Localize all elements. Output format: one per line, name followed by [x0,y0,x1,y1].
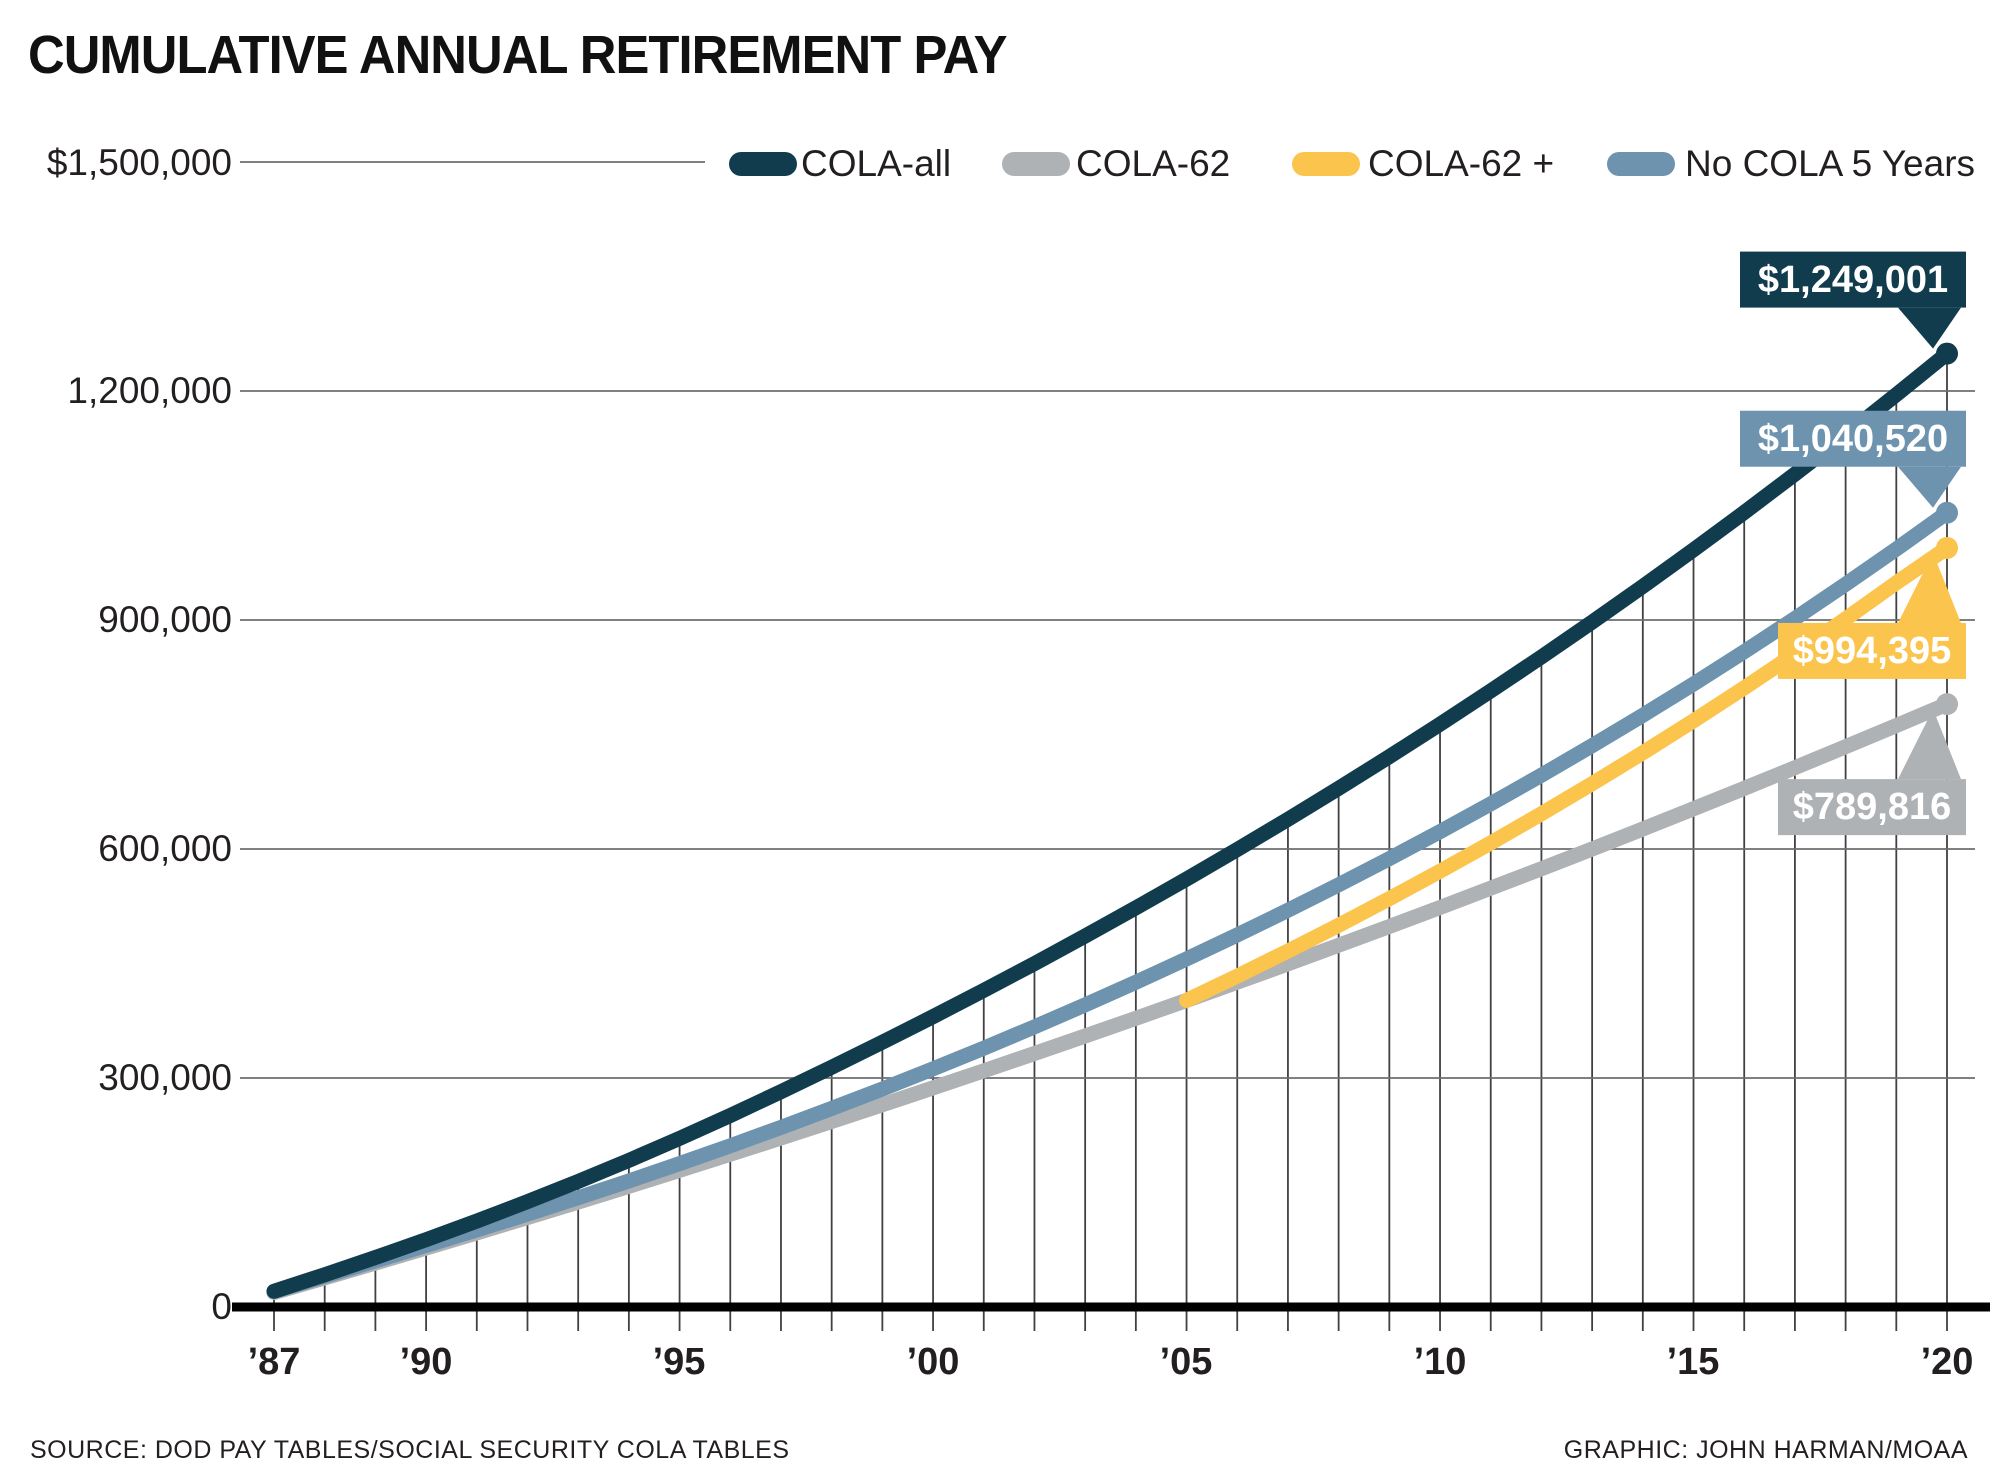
graphic-credit: GRAPHIC: JOHN HARMAN/MOAA [1563,1436,1968,1464]
legend-label-cola-all: COLA-all [801,143,952,184]
x-axis-label-15: ’15 [1666,1341,1720,1383]
source-credit: SOURCE: DOD PAY TABLES/SOCIAL SECURITY C… [30,1436,790,1464]
legend-label-cola-62-plus: COLA-62 + [1368,143,1555,184]
x-axis-label-87: ’87 [247,1341,301,1383]
x-axis-label-20: ’20 [1920,1341,1974,1383]
series-line-cola-all [266,346,1955,1299]
legend-swatch-no-cola-5 [1607,152,1675,176]
callout-pointer [1898,466,1961,508]
y-axis-label-1200000: 1,200,000 [67,370,232,411]
legend-swatch-cola-all [729,152,797,176]
y-axis-label-900000: 900,000 [98,599,232,640]
callout-value-cola-62-plus: $994,395 [1792,629,1952,672]
end-dot [1936,693,1959,716]
callout-box [1778,622,1966,679]
y-axis-label-1500000: $1,500,000 [46,142,232,183]
callout-value-cola-62: $789,816 [1792,786,1952,829]
y-axis-label-0: 0 [211,1286,232,1327]
x-axis-label-10: ’10 [1413,1341,1467,1383]
callout-value-no-cola-5: $1,040,520 [1757,417,1949,460]
series-line-cola-62- [1179,540,1955,1008]
page-title: CUMULATIVE ANNUAL RETIREMENT PAY [28,25,1008,85]
y-axis-label-300000: 300,000 [98,1057,232,1098]
legend-label-no-cola-5: No COLA 5 Years [1685,143,1976,184]
x-axis-label-95: ’95 [652,1341,706,1383]
callout-pointer [1898,552,1961,623]
legend-swatch-cola-62-plus [1292,152,1360,176]
x-axis-label-05: ’05 [1159,1341,1213,1383]
callout-box [1740,410,1966,467]
y-axis-label-600000: 600,000 [98,828,232,869]
legend-swatch-cola-62 [1002,152,1070,176]
end-dot [1936,501,1959,524]
callout-pointer [1898,709,1961,780]
callout-pointer [1898,307,1961,349]
series-line-no-cola-5-years [266,505,1955,1300]
callout-value-cola-all: $1,249,001 [1757,258,1949,301]
legend-label-cola-62: COLA-62 [1076,143,1231,184]
callout-box [1740,251,1966,308]
end-dot [1936,536,1959,559]
x-axis-label-90: ’90 [399,1341,453,1383]
callout-box [1778,779,1966,836]
x-axis-label-00: ’00 [906,1341,960,1383]
end-dot [1936,342,1959,365]
